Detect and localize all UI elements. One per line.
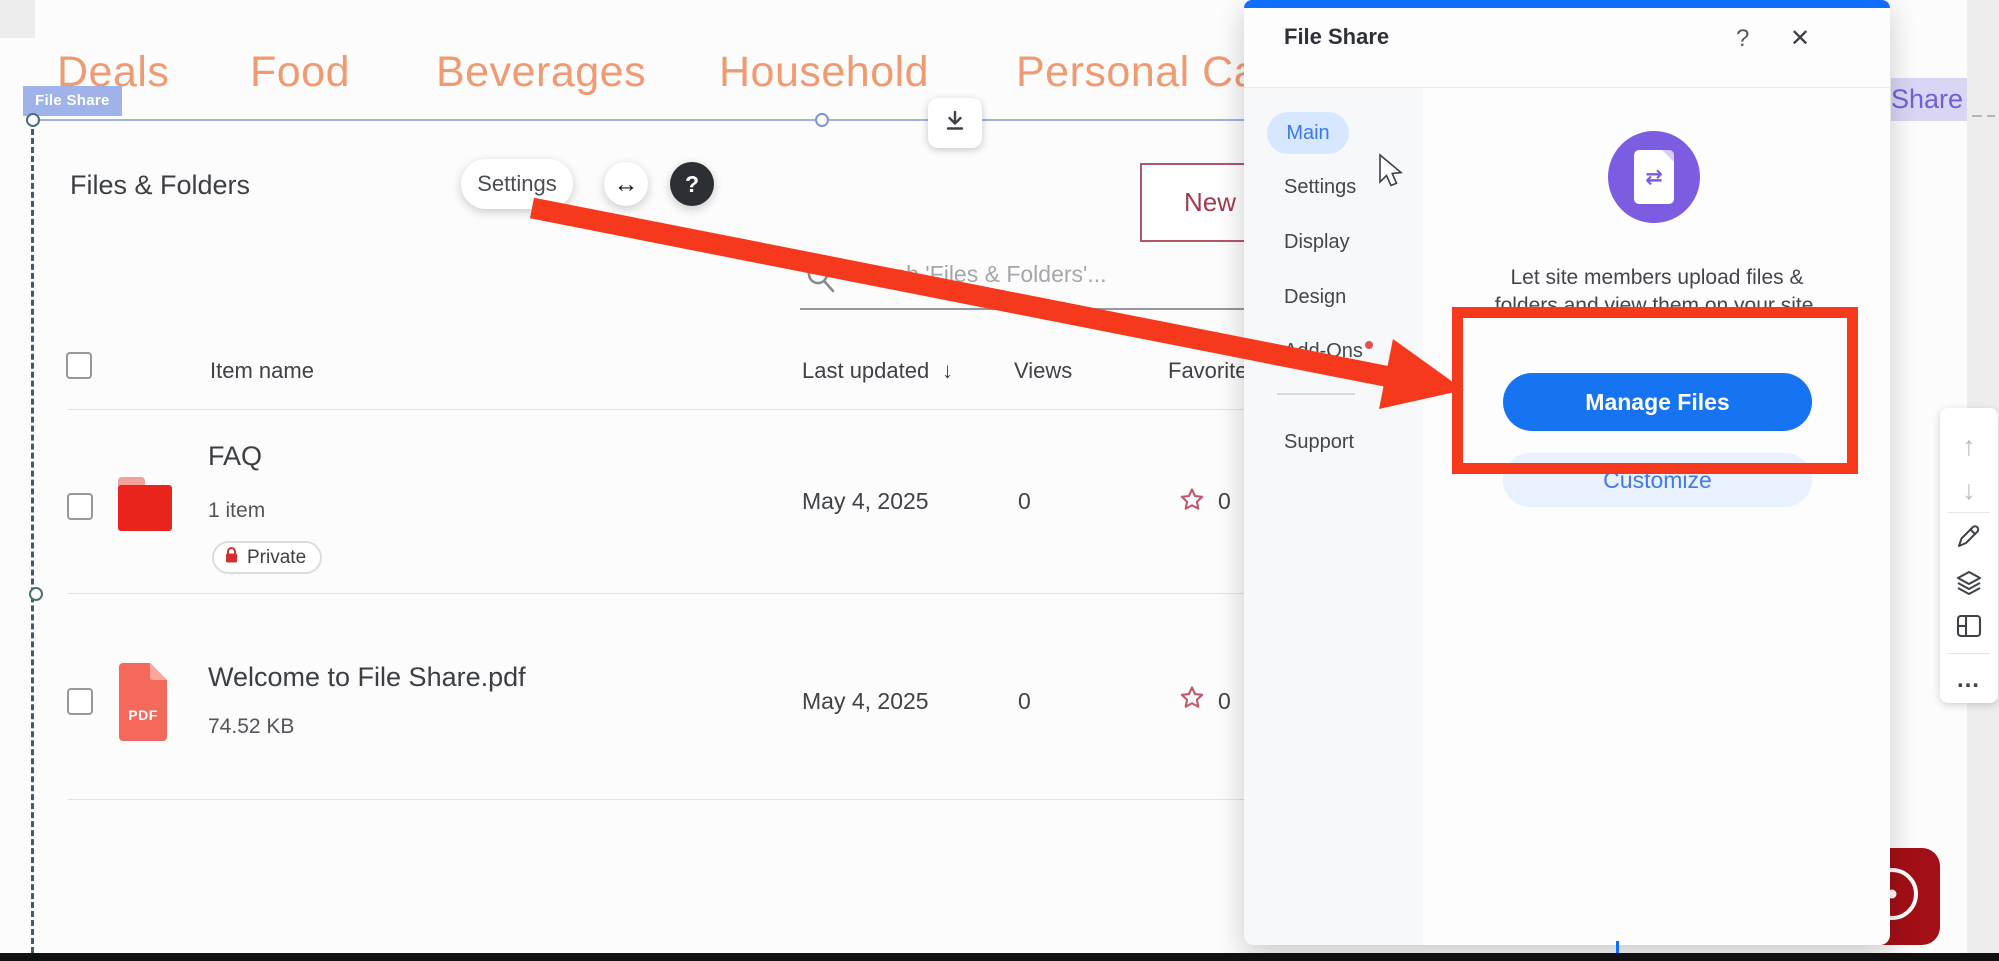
row-checkbox[interactable]: [67, 688, 93, 715]
file-share-app-icon: ⇄: [1608, 131, 1700, 223]
favorites-star-icon: [1178, 684, 1206, 717]
panel-description-line2: folders and view them on your site.: [1494, 294, 1820, 317]
notification-dot: [1364, 341, 1373, 350]
canvas-right-toolbar: ↑ ↓ …: [1940, 408, 1998, 703]
item-name[interactable]: Welcome to File Share.pdf: [208, 662, 526, 692]
last-updated-value: May 4, 2025: [802, 488, 929, 514]
selected-element-tag-clipped: Share: [1891, 78, 1967, 121]
toolbar-divider: [1948, 512, 1990, 513]
site-nav-food[interactable]: Food: [250, 48, 351, 96]
help-icon: ?: [684, 170, 700, 197]
item-name[interactable]: FAQ: [208, 441, 263, 471]
column-last-updated[interactable]: Last updated: [802, 358, 930, 383]
panel-header-divider: [1244, 87, 1890, 88]
search-input[interactable]: [844, 260, 1238, 289]
screen-bottom-bar: [0, 953, 1999, 961]
layout-icon: [1956, 614, 1982, 643]
move-up-icon: ↑: [1962, 430, 1976, 461]
selection-dash: [1987, 115, 1995, 117]
file-share-panel: File Share ? ✕ Main Settings Display Des…: [1244, 0, 1890, 945]
pdf-file-icon: [119, 663, 167, 746]
scroll-indicator: [1616, 941, 1619, 953]
widget-title: Files & Folders: [70, 170, 251, 200]
favorites-value: 0: [1218, 688, 1231, 714]
download-arrow-icon: [943, 109, 967, 138]
move-up-button[interactable]: ↑: [1940, 424, 1998, 468]
site-nav-beverages[interactable]: Beverages: [436, 48, 647, 96]
arrange-button[interactable]: [1940, 563, 1998, 607]
more-actions-button[interactable]: …: [1940, 660, 1998, 700]
panel-tab-design[interactable]: Design: [1284, 286, 1347, 308]
document-icon: ⇄: [1634, 150, 1674, 204]
panel-description-line1: Let site members upload files &: [1510, 266, 1804, 289]
item-meta: 74.52 KB: [208, 715, 295, 738]
toolbar-divider: [1948, 653, 1990, 654]
panel-sidebar-divider: [1277, 393, 1355, 395]
column-views[interactable]: Views: [1014, 358, 1073, 383]
widget-help-button[interactable]: ?: [670, 162, 714, 206]
editor-gutter-corner: [0, 0, 35, 38]
selection-handle-top-left[interactable]: [26, 113, 40, 127]
private-badge-label: Private: [247, 546, 307, 568]
panel-help-button[interactable]: ?: [1736, 25, 1750, 52]
views-value: 0: [1018, 688, 1031, 714]
layout-button[interactable]: [1940, 606, 1998, 650]
panel-close-button[interactable]: ✕: [1790, 25, 1811, 52]
table-divider: [68, 593, 1244, 594]
customize-button[interactable]: Customize: [1503, 453, 1812, 507]
last-updated-value: May 4, 2025: [802, 688, 929, 714]
panel-tab-add-ons[interactable]: Add-Ons: [1284, 340, 1373, 363]
move-down-icon: ↓: [1962, 474, 1976, 505]
site-nav-household[interactable]: Household: [719, 48, 930, 96]
item-meta: 1 item: [208, 499, 266, 522]
selection-dash: [1972, 115, 1982, 117]
more-icon: …: [1956, 666, 1982, 693]
pencil-icon: [1956, 523, 1982, 554]
select-all-checkbox[interactable]: [66, 352, 92, 379]
panel-title: File Share: [1284, 24, 1390, 49]
panel-accent-bar: [1244, 0, 1890, 8]
panel-tab-support[interactable]: Support: [1284, 431, 1355, 453]
transfer-arrows-icon: ⇄: [1645, 165, 1663, 189]
table-divider: [68, 409, 1244, 410]
table-divider: [68, 799, 1244, 800]
pdf-icon-label: PDF: [128, 707, 158, 723]
lock-icon: [224, 546, 239, 570]
resize-horizontal-icon: ↔: [613, 169, 639, 198]
panel-tab-display[interactable]: Display: [1284, 231, 1350, 253]
views-value: 0: [1018, 488, 1031, 514]
drag-element-handle[interactable]: [928, 98, 982, 148]
sort-descending-icon[interactable]: ↓: [942, 358, 953, 383]
column-item-name[interactable]: Item name: [210, 358, 314, 383]
private-badge: Private: [212, 541, 323, 574]
search-field[interactable]: [800, 252, 1244, 310]
search-icon: [806, 262, 836, 299]
widget-settings-button[interactable]: Settings: [461, 159, 573, 209]
manage-files-button[interactable]: Manage Files: [1503, 373, 1812, 431]
selection-handle-top[interactable]: [815, 113, 829, 127]
panel-tab-settings[interactable]: Settings: [1284, 176, 1357, 198]
move-down-button[interactable]: ↓: [1940, 468, 1998, 512]
row-checkbox[interactable]: [67, 493, 93, 520]
favorites-star-icon: [1178, 486, 1206, 519]
favorites-value: 0: [1218, 488, 1231, 514]
panel-tab-main[interactable]: Main: [1267, 112, 1349, 154]
selection-handle-left[interactable]: [29, 587, 43, 601]
panel-sidebar: [1244, 88, 1423, 945]
layers-icon: [1955, 570, 1983, 601]
selection-left-edge: [31, 120, 34, 953]
folder-icon: [117, 474, 173, 539]
edit-button[interactable]: [1940, 516, 1998, 560]
stretch-button[interactable]: ↔: [604, 162, 648, 206]
selected-element-tag: File Share: [23, 86, 122, 116]
